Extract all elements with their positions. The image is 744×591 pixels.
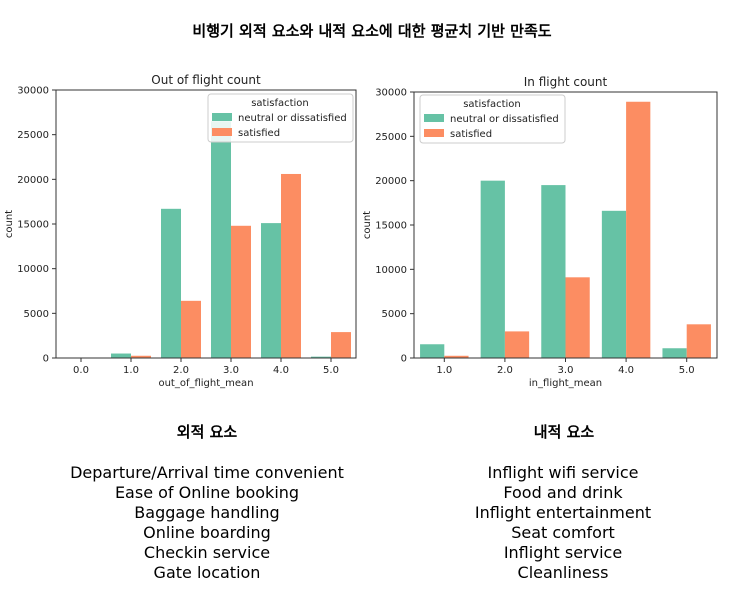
in-flight-x-axis-label: in_flight_mean xyxy=(529,378,602,389)
in-flight-x-tick-label-1: 2.0 xyxy=(497,365,513,376)
in-flight-bar-satisfied-2 xyxy=(565,277,590,358)
in-flight-bar-neutral-1 xyxy=(480,180,505,358)
list-item: Food and drink xyxy=(503,483,623,502)
in-flight-y-tick-label-4: 20000 xyxy=(375,176,407,187)
list-item: Inflight entertainment xyxy=(474,503,652,522)
out-of-flight-y-tick-label-6: 30000 xyxy=(17,86,49,97)
in-flight-x-tick-label-2: 3.0 xyxy=(558,365,574,376)
in-flight-y-tick-label-5: 25000 xyxy=(375,132,407,143)
in-flight-y-tick-label-6: 30000 xyxy=(375,88,407,99)
out-of-flight-y-tick-label-5: 25000 xyxy=(17,130,49,141)
out-of-flight-y-tick-label-1: 5000 xyxy=(24,309,49,320)
list-item: Checkin service xyxy=(143,543,271,562)
out-of-flight-bar-satisfied-5 xyxy=(331,332,351,358)
in-flight-legend-box xyxy=(419,94,566,144)
in-flight-x-tick-label-3: 4.0 xyxy=(618,365,634,376)
out-of-flight-x-tick-label-1: 1.0 xyxy=(123,365,139,376)
in-flight-bar-satisfied-1 xyxy=(504,331,530,358)
in-flight-bar-neutral-2 xyxy=(541,185,566,358)
in-flight-legend-swatch-neutral xyxy=(424,114,444,122)
in-flight-y-tick-label-2: 10000 xyxy=(375,265,407,276)
out-of-flight-y-tick-label-0: 0 xyxy=(43,354,49,365)
out-of-flight-y-axis-label: count xyxy=(4,210,15,238)
list-item: Inflight service xyxy=(503,543,623,562)
list-item: Departure/Arrival time convenient xyxy=(70,463,344,482)
in-flight-y-axis-label: count xyxy=(362,211,373,239)
inner-factor-list: Inflight wifi service Food and drink Inf… xyxy=(393,463,733,583)
in-flight-y-tick-label-0: 0 xyxy=(401,354,407,365)
out-of-flight-bar-satisfied-1 xyxy=(131,355,151,358)
out-of-flight-bar-satisfied-2 xyxy=(181,300,201,358)
out-of-flight-legend-swatch-neutral xyxy=(212,113,232,121)
list-item: Cleanliness xyxy=(517,563,609,582)
page-title: 비행기 외적 요소와 내적 요소에 대한 평균치 기반 만족도 xyxy=(192,22,552,40)
out-of-flight-legend-title: satisfaction xyxy=(251,98,309,109)
in-flight-legend-label-neutral: neutral or dissatisfied xyxy=(450,114,559,125)
list-item: Online boarding xyxy=(143,523,271,542)
in-flight-x-tick-label-4: 5.0 xyxy=(679,365,695,376)
out-of-flight-x-tick-label-3: 3.0 xyxy=(223,365,239,376)
out-of-flight-x-tick-label-5: 5.0 xyxy=(323,365,339,376)
out-of-flight-x-tick-label-2: 2.0 xyxy=(173,365,189,376)
in-flight-bar-neutral-0 xyxy=(420,344,445,358)
out-of-flight-chart-title: Out of flight count xyxy=(151,73,261,87)
in-flight-bar-satisfied-0 xyxy=(444,355,469,358)
charts-canvas: Out of flight count 0 5000 10000 15000 20000 2… xyxy=(4,73,718,389)
list-item: Inflight wifi service xyxy=(487,463,639,482)
out-of-flight-legend-label-satisfied: satisfied xyxy=(238,128,280,139)
in-flight-legend-label-satisfied: satisfied xyxy=(450,129,492,140)
out-of-flight-x-tick-label-4: 4.0 xyxy=(273,365,289,376)
out-of-flight-y-tick-label-3: 15000 xyxy=(17,220,49,231)
in-flight-legend-swatch-satisfied xyxy=(424,129,444,137)
in-flight-y-tick-label-3: 15000 xyxy=(375,221,407,232)
out-of-flight-bar-neutral-1 xyxy=(111,353,131,358)
out-of-flight-y-tick-label-2: 10000 xyxy=(17,264,49,275)
out-of-flight-y-tick-label-4: 20000 xyxy=(17,175,49,186)
list-item: Baggage handling xyxy=(134,503,280,522)
out-of-flight-bar-neutral-3 xyxy=(211,121,231,359)
out-of-flight-bar-neutral-4 xyxy=(261,223,281,358)
inner-heading: 내적 요소 xyxy=(533,423,595,441)
list-item: Seat comfort xyxy=(511,523,615,542)
out-of-flight-legend-box xyxy=(207,93,354,143)
in-flight-bar-neutral-3 xyxy=(601,210,627,358)
out-of-flight-x-tick-label-0: 0.0 xyxy=(73,365,89,376)
list-item: Gate location xyxy=(153,563,261,582)
out-of-flight-legend-swatch-satisfied xyxy=(212,128,232,136)
list-item: Ease of Online booking xyxy=(114,483,300,502)
out-of-flight-bar-satisfied-3 xyxy=(231,225,251,358)
outer-factor-list: Departure/Arrival time convenient Ease o… xyxy=(37,463,377,583)
in-flight-chart-title: In flight count xyxy=(524,75,608,89)
in-flight-bar-satisfied-3 xyxy=(626,101,651,359)
out-of-flight-bar-neutral-5 xyxy=(311,356,331,358)
out-of-flight-bar-neutral-2 xyxy=(161,208,181,358)
out-of-flight-legend-label-neutral: neutral or dissatisfied xyxy=(238,113,347,124)
in-flight-x-tick-label-0: 1.0 xyxy=(436,365,452,376)
outer-heading: 외적 요소 xyxy=(176,423,238,441)
in-flight-bar-satisfied-4 xyxy=(686,324,711,358)
in-flight-y-tick-label-1: 5000 xyxy=(382,309,407,320)
in-flight-bar-neutral-4 xyxy=(662,348,687,358)
out-of-flight-x-axis-label: out_of_flight_mean xyxy=(158,378,253,389)
in-flight-legend-title: satisfaction xyxy=(463,99,521,110)
out-of-flight-bar-satisfied-4 xyxy=(281,173,301,358)
